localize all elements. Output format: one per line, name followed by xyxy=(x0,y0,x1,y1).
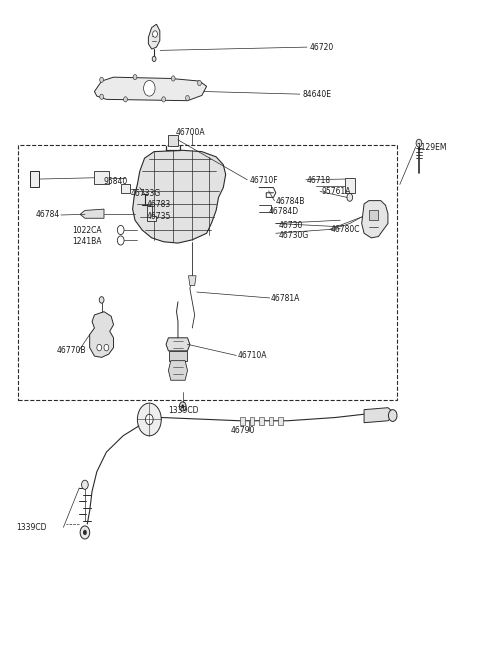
Circle shape xyxy=(153,31,157,37)
Bar xyxy=(345,178,355,194)
Text: 1241BA: 1241BA xyxy=(72,237,101,245)
Polygon shape xyxy=(362,201,388,238)
Text: 46730: 46730 xyxy=(278,221,302,230)
Text: 1022CA: 1022CA xyxy=(72,226,102,235)
Text: 46781A: 46781A xyxy=(271,294,300,303)
Polygon shape xyxy=(148,24,160,49)
Polygon shape xyxy=(168,361,188,380)
Bar xyxy=(95,171,109,184)
Circle shape xyxy=(416,139,422,147)
Text: 1129EM: 1129EM xyxy=(417,142,447,152)
Text: 46784B: 46784B xyxy=(276,197,305,206)
Text: 46710A: 46710A xyxy=(238,351,267,360)
Bar xyxy=(259,417,264,424)
Circle shape xyxy=(181,405,184,408)
Text: 46783: 46783 xyxy=(147,200,171,209)
Text: 1339CD: 1339CD xyxy=(17,523,47,532)
Polygon shape xyxy=(90,312,114,358)
Circle shape xyxy=(123,96,127,102)
Text: 95840: 95840 xyxy=(104,177,128,186)
Circle shape xyxy=(144,81,155,96)
Text: 46790: 46790 xyxy=(230,426,255,435)
Circle shape xyxy=(133,75,137,80)
Circle shape xyxy=(99,297,104,303)
Bar xyxy=(30,171,38,187)
Text: 46730G: 46730G xyxy=(278,232,309,240)
Circle shape xyxy=(152,56,156,62)
Circle shape xyxy=(80,526,90,539)
Text: 46700A: 46700A xyxy=(176,127,205,136)
Polygon shape xyxy=(147,206,156,221)
Polygon shape xyxy=(95,77,206,100)
Circle shape xyxy=(347,194,353,201)
Text: 84640E: 84640E xyxy=(302,90,331,98)
Text: 46720: 46720 xyxy=(309,43,334,52)
Circle shape xyxy=(100,77,104,83)
Circle shape xyxy=(104,344,109,351)
Text: 46784: 46784 xyxy=(36,211,60,220)
Circle shape xyxy=(117,236,124,245)
Circle shape xyxy=(145,414,153,424)
Circle shape xyxy=(186,96,190,100)
Text: 95761A: 95761A xyxy=(321,187,350,196)
Circle shape xyxy=(83,530,87,535)
Polygon shape xyxy=(364,407,393,422)
Circle shape xyxy=(82,480,88,489)
Bar xyxy=(18,145,397,400)
Circle shape xyxy=(198,81,201,86)
Bar xyxy=(269,417,274,424)
Circle shape xyxy=(100,94,104,99)
Text: 46784D: 46784D xyxy=(269,207,299,216)
Text: 46710F: 46710F xyxy=(250,176,278,185)
Polygon shape xyxy=(169,351,187,361)
Circle shape xyxy=(162,96,166,102)
Circle shape xyxy=(117,226,124,235)
Polygon shape xyxy=(168,134,178,146)
Circle shape xyxy=(137,403,161,436)
Bar xyxy=(369,211,378,220)
Polygon shape xyxy=(166,338,190,351)
Text: 46770B: 46770B xyxy=(56,346,86,356)
Circle shape xyxy=(388,409,397,421)
Text: 1339CD: 1339CD xyxy=(168,406,199,415)
Circle shape xyxy=(97,344,102,351)
Text: 46718: 46718 xyxy=(307,176,331,185)
Circle shape xyxy=(171,76,175,81)
Bar xyxy=(120,184,130,194)
Text: 46733G: 46733G xyxy=(130,189,160,198)
Circle shape xyxy=(180,402,186,411)
Polygon shape xyxy=(80,209,104,218)
Text: 46735: 46735 xyxy=(147,212,171,221)
Polygon shape xyxy=(189,276,196,285)
Bar xyxy=(250,417,254,424)
Text: 46780C: 46780C xyxy=(331,225,360,234)
Bar xyxy=(240,417,245,424)
Polygon shape xyxy=(132,150,226,243)
Bar xyxy=(278,417,283,424)
